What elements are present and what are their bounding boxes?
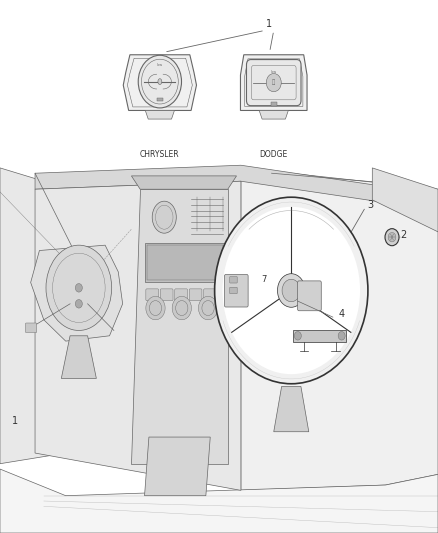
Text: CHRYSLER: CHRYSLER [140, 150, 180, 159]
Polygon shape [274, 386, 309, 432]
Circle shape [215, 197, 368, 384]
Polygon shape [293, 330, 346, 342]
FancyBboxPatch shape [297, 281, 321, 311]
Text: 4: 4 [339, 310, 345, 319]
Circle shape [75, 300, 82, 308]
Circle shape [172, 296, 191, 320]
Polygon shape [131, 176, 237, 189]
Polygon shape [145, 437, 210, 496]
Circle shape [282, 279, 300, 302]
FancyBboxPatch shape [146, 289, 159, 301]
FancyBboxPatch shape [25, 323, 37, 333]
Circle shape [75, 284, 82, 292]
FancyBboxPatch shape [224, 274, 248, 307]
FancyBboxPatch shape [236, 299, 264, 317]
FancyBboxPatch shape [230, 277, 237, 283]
FancyBboxPatch shape [204, 289, 216, 301]
Text: low: low [271, 70, 277, 74]
Text: 2: 2 [401, 230, 407, 239]
Polygon shape [61, 336, 96, 378]
FancyBboxPatch shape [145, 243, 226, 282]
Polygon shape [259, 110, 288, 119]
FancyBboxPatch shape [175, 289, 187, 301]
Ellipse shape [158, 79, 162, 85]
Text: 1: 1 [12, 416, 18, 426]
Text: DODGE: DODGE [260, 150, 288, 159]
Circle shape [223, 207, 360, 374]
Circle shape [294, 332, 301, 340]
Circle shape [266, 74, 281, 92]
Circle shape [138, 55, 181, 108]
Polygon shape [145, 110, 174, 119]
Circle shape [338, 332, 345, 340]
Circle shape [146, 296, 165, 320]
Polygon shape [35, 165, 438, 221]
Polygon shape [123, 55, 197, 110]
Circle shape [198, 296, 218, 320]
Circle shape [388, 232, 396, 242]
FancyBboxPatch shape [160, 289, 173, 301]
Text: ഢ: ഢ [272, 80, 276, 85]
Ellipse shape [46, 245, 112, 330]
Polygon shape [241, 168, 438, 490]
FancyBboxPatch shape [247, 60, 301, 106]
FancyBboxPatch shape [189, 289, 202, 301]
Polygon shape [35, 181, 241, 490]
FancyBboxPatch shape [147, 245, 223, 280]
Circle shape [385, 229, 399, 246]
FancyBboxPatch shape [157, 98, 163, 101]
FancyBboxPatch shape [230, 287, 237, 294]
Polygon shape [240, 55, 307, 110]
Circle shape [277, 274, 305, 307]
Ellipse shape [152, 201, 176, 233]
Text: low: low [157, 63, 163, 67]
Polygon shape [31, 245, 123, 341]
Text: 1: 1 [266, 19, 272, 29]
Text: 3: 3 [367, 200, 373, 210]
Polygon shape [372, 168, 438, 232]
Polygon shape [0, 469, 438, 533]
Text: 7: 7 [262, 276, 267, 284]
Polygon shape [0, 168, 79, 464]
FancyBboxPatch shape [271, 102, 277, 106]
Polygon shape [131, 189, 228, 464]
